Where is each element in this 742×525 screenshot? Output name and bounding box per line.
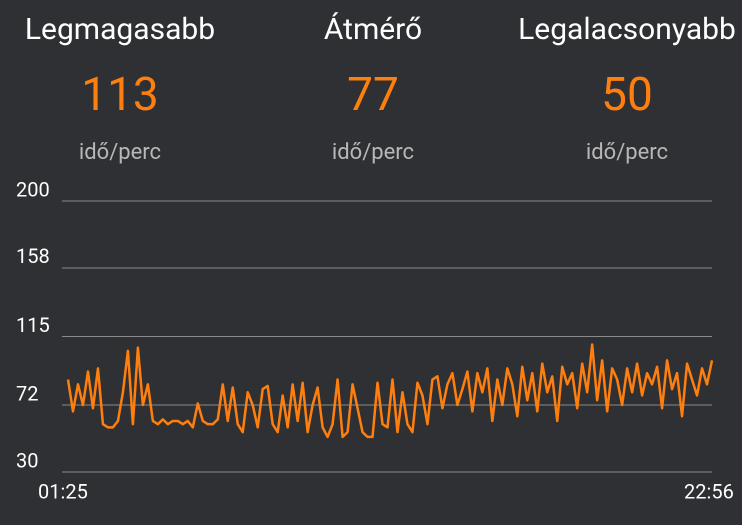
stat-label: Legmagasabb xyxy=(24,12,216,47)
stat-unit: idő/perc xyxy=(78,140,162,165)
y-tick-label: 200 xyxy=(16,177,50,201)
y-tick-label: 158 xyxy=(16,244,50,268)
stat-value: 50 xyxy=(601,68,653,122)
stat-value: 113 xyxy=(81,68,159,122)
x-tick-label: 01:25 xyxy=(38,479,88,503)
y-tick-label: 30 xyxy=(16,448,38,472)
stat-label: Legalacsonyabb xyxy=(518,12,736,47)
line xyxy=(66,343,714,439)
x-tick-label: 22:56 xyxy=(684,479,734,503)
stat-unit: idő/perc xyxy=(585,140,669,165)
stat-label: Átmérő xyxy=(323,12,423,47)
stat-unit: idő/perc xyxy=(331,140,415,165)
y-tick-label: 115 xyxy=(16,313,50,337)
y-tick-label: 72 xyxy=(16,381,38,405)
stat-value: 77 xyxy=(347,68,399,122)
